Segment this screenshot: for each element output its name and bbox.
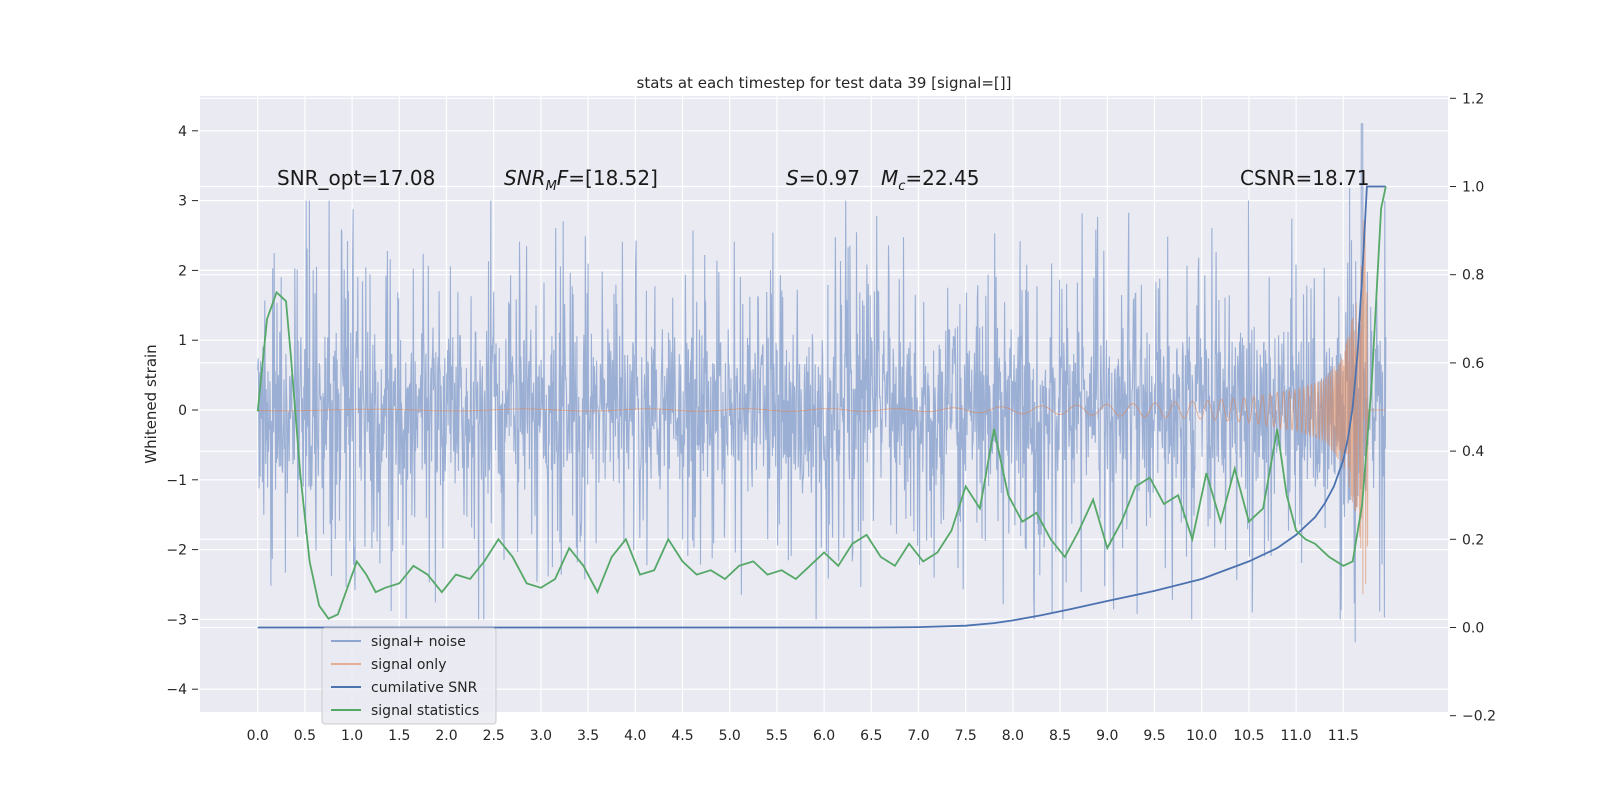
y-tick-label: 2	[178, 263, 187, 279]
annotation-snr-opt: SNR_opt=17.08	[277, 166, 435, 190]
legend-label-signal-statistics: signal statistics	[371, 703, 479, 719]
x-tick-label: 5.0	[719, 728, 741, 744]
x-tick-label: 0.5	[294, 728, 316, 744]
grid	[200, 96, 1448, 717]
y2-tick-label: 0.0	[1462, 621, 1484, 637]
x-tick-label: 11.5	[1328, 728, 1359, 744]
x-tick-label: 4.0	[624, 728, 646, 744]
y-tick-label: −4	[166, 682, 187, 698]
x-tick-label: 10.0	[1186, 728, 1217, 744]
x-tick-label: 2.0	[435, 728, 457, 744]
x-tick-label: 6.0	[813, 728, 835, 744]
series-cumulative-snr	[257, 185, 1386, 629]
x-tick-label: 11.0	[1281, 728, 1312, 744]
annotation-s: S=0.97	[786, 166, 860, 190]
annotation-csnr: CSNR=18.71	[1240, 166, 1370, 190]
y-axis-label: Whitened strain	[142, 344, 160, 463]
y2-tick-label: 0.6	[1462, 356, 1484, 372]
legend-box	[321, 627, 497, 725]
y2-tick-label: −0.2	[1462, 709, 1496, 725]
series-layer	[256, 123, 1387, 643]
y-tick-label: −1	[166, 473, 187, 489]
x-tick-label: 6.5	[860, 728, 882, 744]
y-tick-label: −2	[166, 543, 187, 559]
series-signal-statistics	[256, 186, 1387, 620]
x-tick-label: 3.5	[577, 728, 599, 744]
y-tick-label: 4	[178, 124, 187, 140]
series-signal-only	[257, 220, 1386, 595]
y-tick-label: 3	[178, 194, 187, 210]
y2-tick-label: 0.8	[1462, 268, 1484, 284]
x-tick-label: 5.5	[766, 728, 788, 744]
y2-tick-label: 0.4	[1462, 444, 1484, 460]
y2-tick-label: 1.2	[1462, 91, 1484, 107]
y2-tick-label: 0.2	[1462, 532, 1484, 548]
x-tick-label: 9.5	[1143, 728, 1165, 744]
y-axis-ticks: 4 3 2 1 0 −1 −2 −3 −4	[166, 124, 198, 698]
x-tick-label: 1.0	[341, 728, 363, 744]
x-tick-label: 1.5	[388, 728, 410, 744]
x-tick-label: 10.5	[1233, 728, 1264, 744]
y2-tick-label: 1.0	[1462, 180, 1484, 196]
y-tick-label: 1	[178, 333, 187, 349]
x-tick-label: 8.0	[1002, 728, 1024, 744]
annotation-mc: Mc=22.45	[881, 166, 979, 194]
legend-label-cumulative-snr: cumilative SNR	[371, 680, 478, 696]
x-tick-label: 2.5	[483, 728, 505, 744]
legend-label-signal-noise: signal+ noise	[371, 634, 466, 650]
x-tick-label: 8.5	[1049, 728, 1071, 744]
legend-label-signal-only: signal only	[371, 657, 446, 673]
x-tick-label: 9.0	[1096, 728, 1118, 744]
y-tick-label: 0	[178, 403, 187, 419]
x-axis-ticks: 0.0 0.5 1.0 1.5 2.0 2.5 3.0 3.5 4.0 4.5 5.0 5.5 6.0 6…	[247, 728, 1359, 744]
chart-title: stats at each timestep for test data 39 …	[637, 74, 1012, 92]
series-signal-noise	[257, 123, 1387, 643]
legend: signal+ noise signal only cumilative SNR…	[321, 627, 497, 725]
x-tick-label: 4.5	[671, 728, 693, 744]
x-tick-label: 7.5	[955, 728, 977, 744]
x-tick-label: 7.0	[907, 728, 929, 744]
annotation-snr-mf: SNRMF=[18.52]	[504, 166, 658, 194]
x-tick-label: 0.0	[247, 728, 269, 744]
y-tick-label: −3	[166, 612, 187, 628]
y2-axis-ticks: 1.2 1.0 0.8 0.6 0.4 0.2 0.0 −0.2	[1450, 91, 1496, 725]
x-tick-label: 3.0	[530, 728, 552, 744]
